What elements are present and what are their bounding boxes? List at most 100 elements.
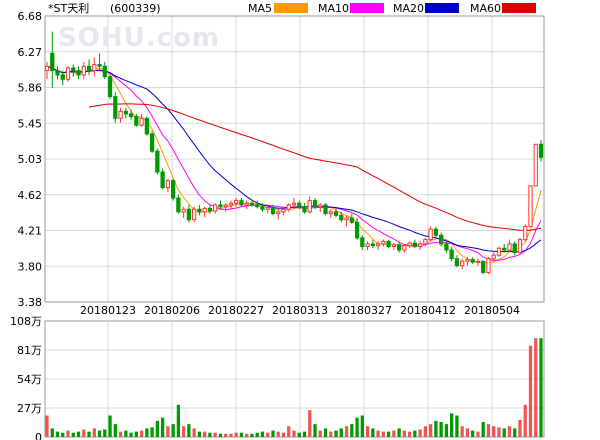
candle-up [381,240,386,245]
candle-up [375,243,381,247]
candle-down [71,67,76,72]
candle-down [412,242,418,248]
ma-line-ma5 [46,65,542,264]
legend: MA5 MA10 MA20 MA60 [248,2,536,15]
volume-bar [413,430,417,437]
volume-bar [239,432,244,437]
legend-swatch-ma20 [425,3,459,13]
volume-bar [534,338,538,437]
volume-bar [365,426,370,437]
volume-bar [523,404,527,437]
volume-bar [171,424,175,437]
volume-bar [103,429,107,437]
ma-line-ma60 [88,103,542,231]
volume-bar [513,428,517,437]
volume-bar [476,431,480,437]
candle-up [417,243,423,248]
volume-bar [97,430,102,437]
volume-bar [87,431,91,437]
volume-bar [397,428,401,437]
candle-down [512,243,517,254]
candle-up [517,239,523,254]
stock-code: (600339) [110,2,161,15]
candlesticks [44,31,544,275]
volume-bar [192,428,196,437]
volume-bar [492,426,496,437]
volume-bar [61,432,65,437]
candle-up [244,202,249,206]
candle-down [449,249,454,260]
candle-up [291,202,297,206]
volume-bar [203,431,207,437]
date-tick-label: 20180227 [208,304,264,317]
candle-up [423,239,428,245]
volume-bar [208,432,212,437]
candle-down [454,258,460,267]
volume-bar [260,431,265,437]
volume-bar [197,431,202,437]
candle-down [333,211,339,216]
legend-label-ma60: MA60 [470,2,501,15]
volume-bar [45,415,49,437]
candle-down [270,207,276,215]
volume-bar [528,345,533,437]
volume-bar [381,431,385,437]
candle-down [144,117,149,135]
candle-down [186,208,192,221]
candle-up [533,143,538,187]
candle-up [202,207,207,213]
candle-up [192,208,197,221]
candle-down [149,133,155,152]
candle-up [118,110,123,119]
candle-up [139,117,144,126]
volume-bar [187,424,191,437]
volume-bar [150,427,154,437]
candle-down [60,74,65,80]
candle-up [223,204,228,208]
volume-bar [518,419,522,437]
candle-down [218,204,223,208]
candle-down [170,180,176,199]
candle-up [234,200,239,204]
candle-up [407,242,412,247]
volume-bar [460,426,464,437]
legend-label-ma20: MA20 [393,2,424,15]
date-axis: 20180123 20180206 20180227 20180313 20180327… [80,304,520,317]
candle-up [276,211,281,215]
candle-down [50,52,55,72]
price-tick-label: 3.38 [18,296,43,309]
candle-down [160,171,165,189]
volume-bar [507,426,512,437]
volume-bar [71,432,75,437]
price-tick-label: 4.21 [18,225,43,238]
grid [45,16,544,437]
volume-bar [329,431,333,437]
volume-bar [450,413,454,437]
candle-up [491,254,496,260]
volume-bar [355,417,359,437]
volume-bar [245,433,249,437]
volume-bar [439,421,443,437]
volume-bar [218,433,223,437]
volume-bar [481,421,485,437]
candle-up [44,65,50,72]
price-tick-label: 5.03 [18,153,43,166]
volume-bar [350,424,354,437]
volume-bar [160,417,165,437]
volume-bar [166,426,170,437]
candle-down [55,70,60,76]
volume-bar [213,432,217,437]
candle-up [344,217,349,221]
volume-bar [371,428,375,437]
candle-up [496,247,502,256]
price-tick-label: 6.27 [18,46,43,59]
candle-down [260,206,265,210]
volume-bar [266,432,270,437]
date-tick-label: 20180313 [272,304,328,317]
volume-bar [182,426,186,437]
candle-down [433,228,439,236]
candle-down [538,143,544,158]
candle-down [76,70,81,76]
volume-bar [66,430,70,437]
candle-down [354,221,360,239]
